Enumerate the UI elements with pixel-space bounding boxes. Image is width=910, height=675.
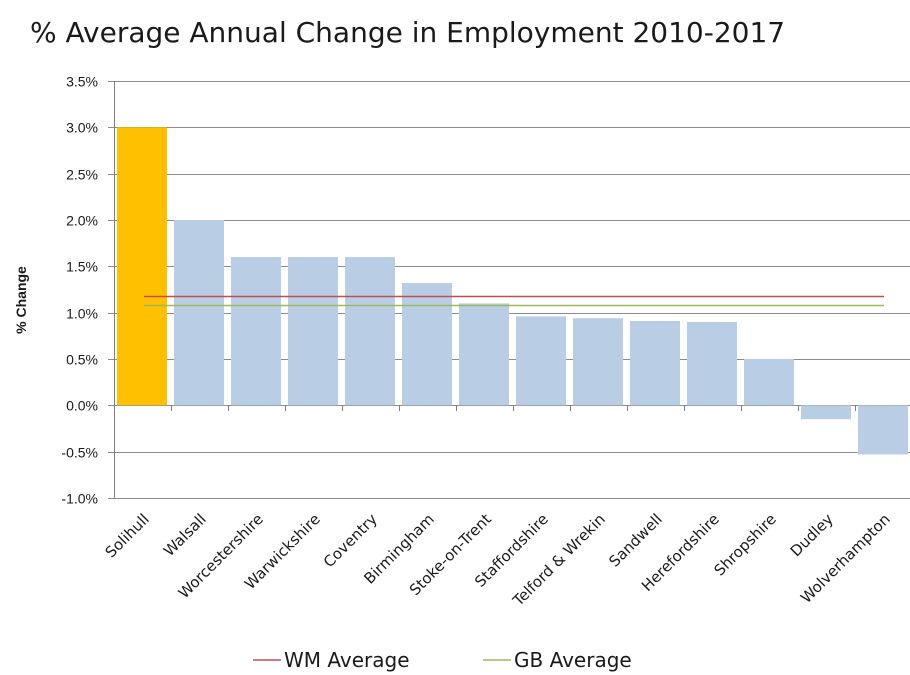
x-tick-label: Walsall xyxy=(160,510,210,560)
y-axis-label: % Change xyxy=(13,266,29,334)
bar xyxy=(687,321,737,406)
y-tick-label: -0.5% xyxy=(61,445,98,461)
bar xyxy=(459,303,509,406)
bar xyxy=(402,283,452,406)
y-tick-label: 3.5% xyxy=(66,74,98,90)
x-tick-label: Solihull xyxy=(102,510,153,561)
bar xyxy=(174,220,224,406)
chart-title: % Average Annual Change in Employment 20… xyxy=(30,16,785,49)
x-tick-label: Coventry xyxy=(320,510,381,571)
y-tick-label: 3.0% xyxy=(66,120,98,136)
x-tick-label: Sandwell xyxy=(605,510,666,571)
bar xyxy=(744,359,794,406)
legend-label: WM Average xyxy=(284,648,410,672)
bar xyxy=(801,405,851,420)
y-tick-label: 2.5% xyxy=(66,167,98,183)
bar xyxy=(858,405,908,455)
legend-label: GB Average xyxy=(514,648,632,672)
y-tick-label: 1.5% xyxy=(66,259,98,275)
x-tick-label: Shropshire xyxy=(710,510,779,579)
bar xyxy=(630,321,680,406)
gridlines xyxy=(108,81,910,499)
bar xyxy=(288,257,338,406)
legend: WM Average GB Average xyxy=(253,648,632,672)
y-tick-label: 0.0% xyxy=(66,398,98,414)
bar xyxy=(231,257,281,406)
y-tick-label: -1.0% xyxy=(61,491,98,507)
y-tick-label: 0.5% xyxy=(66,352,98,368)
bar xyxy=(573,318,623,406)
x-tick-label: Dudley xyxy=(787,510,837,560)
bar xyxy=(345,257,395,406)
y-tick-label: 1.0% xyxy=(66,306,98,322)
bars xyxy=(117,127,908,455)
bar xyxy=(516,316,566,406)
reference-lines xyxy=(144,295,884,307)
bar xyxy=(117,127,167,406)
y-tick-label: 2.0% xyxy=(66,213,98,229)
